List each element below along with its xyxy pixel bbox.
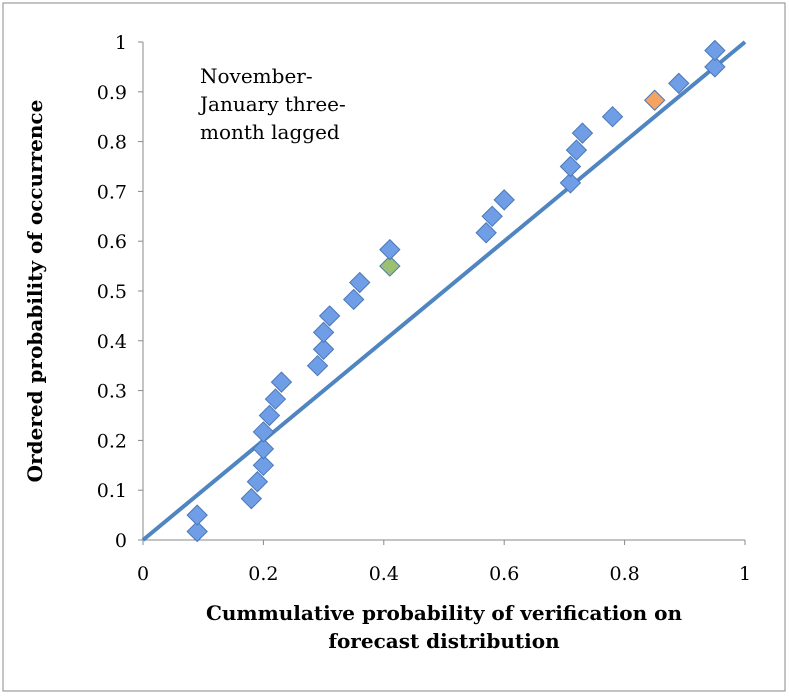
annotation: January three- [198,92,346,116]
point [312,321,335,344]
x-tick-label: 0.2 [248,563,278,585]
point [565,139,588,161]
annotation: November- [200,64,313,88]
point [571,122,594,144]
x-axis-title: Cummulative probability of verification … [206,601,683,625]
x-tick-label: 0.6 [489,563,519,585]
y-tick-label: 0.4 [97,331,127,353]
y-tick-label: 0 [115,530,127,552]
point [186,520,208,543]
reference-line [141,40,747,542]
x-tick-label: 0.4 [369,563,399,585]
point [475,222,497,244]
point [306,354,329,377]
y-tick-label: 0.1 [97,480,127,502]
point [264,388,287,410]
point [601,105,624,128]
x-axis-title: forecast distribution [328,629,560,653]
point [379,255,401,277]
point [379,238,401,261]
point [252,454,275,477]
y-tick-label: 1 [115,32,127,54]
point [312,338,335,360]
y-tick-label: 0.9 [97,82,127,104]
point [704,56,726,78]
point [258,404,281,427]
y-tick-label: 0.2 [97,430,127,452]
y-tick-label: 0.7 [97,181,127,203]
point [246,471,269,493]
point [252,438,275,460]
point [668,72,690,95]
point [559,155,582,178]
point [252,421,275,443]
y-tick-label: 0.6 [97,231,127,253]
point [704,39,726,62]
point [481,205,503,228]
x-tick-label: 0.8 [609,563,639,585]
point [342,288,365,311]
point [493,189,515,211]
point [349,271,371,294]
y-axis-title: Ordered probability of occurrence [23,100,47,483]
point [643,89,666,111]
y-tick-label: 0.8 [97,132,127,154]
point [559,172,582,194]
y-tick-label: 0.5 [97,281,127,303]
point [270,371,293,393]
x-tick-label: 1 [739,563,751,585]
annotation: month lagged [200,120,340,144]
y-tick-label: 0.3 [97,381,127,403]
x-tick-label: 0 [137,563,149,585]
point [240,487,263,510]
point [318,305,341,327]
point [186,504,208,526]
